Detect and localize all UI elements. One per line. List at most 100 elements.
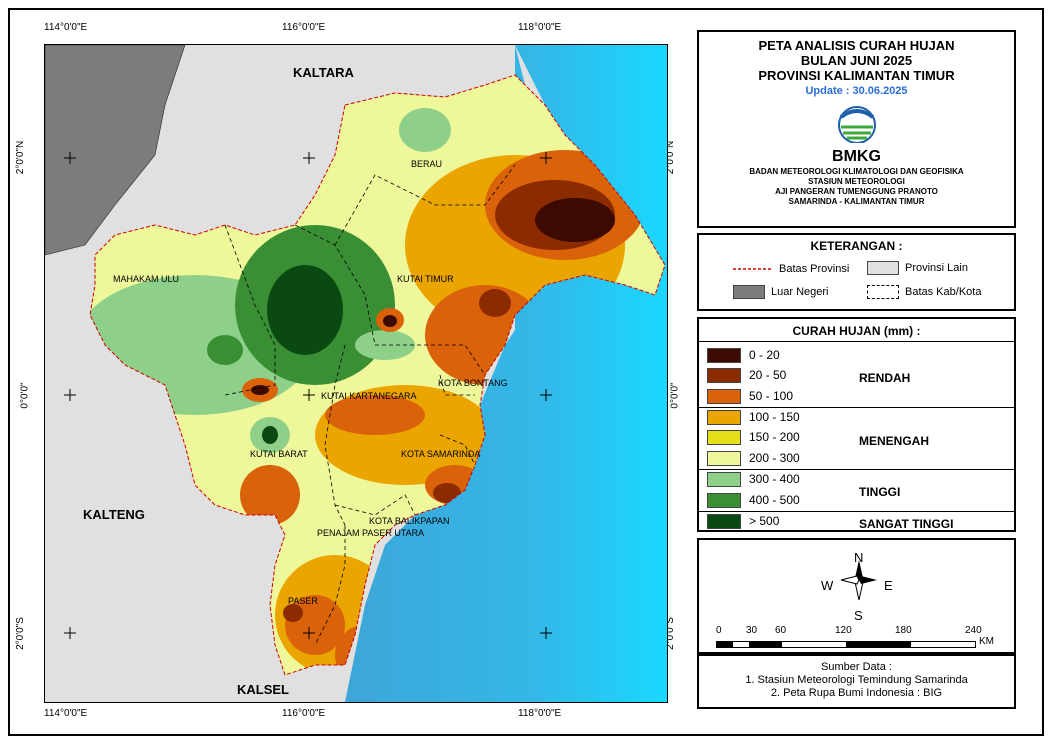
label-kaltara: KALTARA [293,65,354,80]
map-canvas [45,45,667,702]
luar-negeri-swatch [733,285,765,299]
coord-left-3: 2°0'0"S [14,617,26,650]
coord-top-1: 114°0'0"E [44,22,88,33]
legend-batas-kab-label: Batas Kab/Kota [905,286,982,298]
label-kalteng: KALTENG [83,507,145,522]
coastal-sea [345,45,667,702]
label-kutai-kartanegara: KUTAI KARTANEGARA [321,391,417,401]
map-title-line2: BULAN JUNI 2025 [800,53,913,68]
rainfall-heading: CURAH HUJAN (mm) : [792,324,921,338]
category-tinggi: TINGGI [859,485,901,499]
agency-line2: STASIUN METEOROLOGI [808,177,905,186]
rainfall-class-label: 50 - 100 [749,389,794,403]
provinsi-lain-swatch [867,261,899,275]
compass-north: N [854,550,864,565]
bmkg-logo-icon [837,106,876,144]
coord-right-2: 0°0'0" [669,382,681,409]
compass-east: E [884,578,893,593]
rainfall-class-row: 200 - 300 [699,448,1014,468]
label-kota-bontang: KOTA BONTANG [438,378,508,388]
rainfall-class-label: 200 - 300 [749,451,800,465]
label-kota-samarinda: KOTA SAMARINDA [401,449,481,459]
district-boundaries [224,164,516,646]
rainfall-class-label: 150 - 200 [749,430,800,444]
compass-west: W [821,578,834,593]
compass-south: S [854,608,863,623]
coord-bottom-1: 114°0'0"E [44,708,88,719]
category-menengah: MENENGAH [859,434,930,448]
rainfall-class-label: 0 - 20 [749,348,780,362]
coord-bottom-2: 116°0'0"E [282,708,326,719]
source-line2: 2. Peta Rupa Bumi Indonesia : BIG [770,687,943,699]
rainfall-class-row: 400 - 500 [699,490,1014,510]
divider [699,341,1014,342]
label-kutai-barat: KUTAI BARAT [250,449,308,459]
coord-bottom-3: 118°0'0"E [518,708,562,719]
batas-provinsi-icon [733,268,773,270]
title-panel: PETA ANALISIS CURAH HUJAN BULAN JUNI 202… [697,30,1016,228]
rainfall-class-row: > 500 [699,511,1014,531]
label-kota-balikpapan: KOTA BALIKPAPAN [369,516,450,526]
map-title-line1: PETA ANALISIS CURAH HUJAN [758,38,955,53]
rainfall-class-swatch [707,410,741,425]
legend-luar-negeri: Luar Negeri [733,285,828,299]
rainfall-class-swatch [707,493,741,508]
rainfall-class-row: 300 - 400 [699,469,1014,489]
bmkg-logo: BMKG [699,103,1014,167]
rainfall-class-label: > 500 [749,514,780,528]
grid-crosses [64,152,552,639]
agency-line1: BADAN METEOROLOGI KLIMATOLOGI DAN GEOFIS… [749,167,964,176]
map-title-line3: PROVINSI KALIMANTAN TIMUR [758,68,955,83]
scale-bar [716,641,976,648]
source-line1: 1. Stasiun Meteorologi Temindung Samarin… [745,674,968,686]
rainfall-map[interactable]: KALTARA KALTENG KALSEL BERAU MAHAKAM ULU… [44,44,668,703]
bmkg-logo-text: BMKG [832,148,881,165]
scale-tick-label: 0 [716,625,722,636]
rainfall-legend-panel: CURAH HUJAN (mm) : 0 - 20 20 - 50 50 - 100… [697,317,1016,532]
rainfall-class-swatch [707,348,741,363]
scale-tick-label: 120 [835,625,852,636]
source-panel: Sumber Data : 1. Stasiun Meteorologi Tem… [697,654,1016,709]
legend-batas-provinsi-label: Batas Provinsi [779,263,850,275]
scale-tick-label: 60 [775,625,787,636]
province-boundary [89,74,666,676]
agency-line3: AJI PANGERAN TUMENGGUNG PRANOTO [775,187,938,196]
scale-tick-label: 30 [746,625,758,636]
label-kutai-timur: KUTAI TIMUR [397,274,454,284]
legend-provinsi-lain-label: Provinsi Lain [905,262,968,274]
update-date: Update : 30.06.2025 [805,85,908,97]
legend-panel: KETERANGAN : Batas Provinsi Provinsi Lai… [697,233,1016,311]
category-rendah: RENDAH [859,371,911,385]
label-kalsel: KALSEL [237,682,289,697]
agency-line4: SAMARINDA - KALIMANTAN TIMUR [788,197,925,206]
scale-tick-label: 240 [965,625,982,636]
legend-provinsi-lain: Provinsi Lain [867,261,968,275]
rainfall-class-swatch [707,430,741,445]
divider [699,407,1014,408]
rainfall-class-swatch [707,389,741,404]
divider [699,469,1014,470]
legend-heading: KETERANGAN : [810,239,903,253]
source-heading: Sumber Data : [821,661,892,673]
divider [699,511,1014,512]
rainfall-class-swatch [707,472,741,487]
north-arrow-icon [840,560,877,601]
foreign-country [45,45,186,256]
rainfall-class-row: 0 - 20 [699,345,1014,365]
rainfall-class-swatch [707,368,741,383]
legend-batas-kab: Batas Kab/Kota [867,285,981,299]
rainfall-class-row: 150 - 200 [699,427,1014,447]
coord-top-3: 118°0'0"E [518,22,562,33]
coord-top-2: 116°0'0"E [282,22,326,33]
scale-panel: N S W E 0 30 60 120 180 240 KM [697,538,1016,654]
rainfall-class-label: 300 - 400 [749,472,800,486]
rainfall-class-row: 100 - 150 [699,407,1014,427]
legend-batas-provinsi: Batas Provinsi [733,263,849,275]
rainfall-class-label: 100 - 150 [749,410,800,424]
rainfall-class-swatch [707,514,741,529]
label-paser: PASER [288,596,318,606]
legend-luar-negeri-label: Luar Negeri [771,286,829,298]
category-sangat-tinggi: SANGAT TINGGI [859,517,954,531]
rainfall-class-row: 20 - 50 [699,365,1014,385]
map-frame [8,8,1044,736]
